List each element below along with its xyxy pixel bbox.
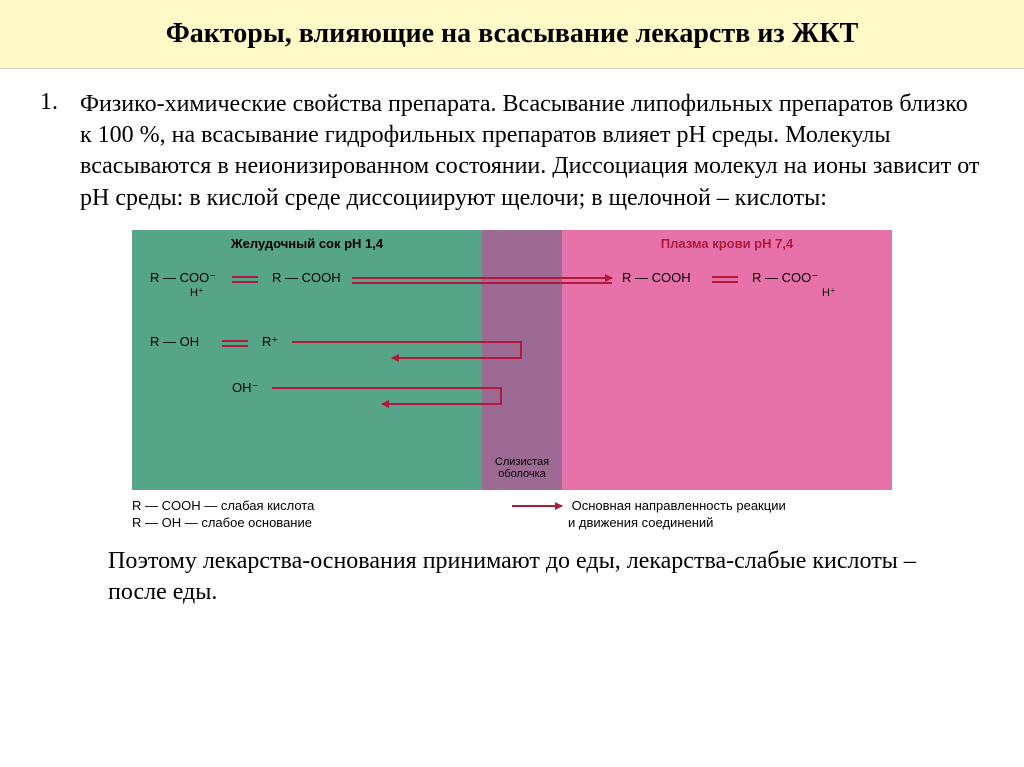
- arrow-icon: [512, 505, 562, 507]
- chem-rcoo-r: R — COO⁻: [752, 270, 818, 286]
- chem-rcooh: R — COOH: [272, 270, 341, 285]
- arrow-roh-back: [392, 357, 522, 359]
- diagram: Желудочный сок рН 1,4 R — COO⁻ R — COOH …: [132, 230, 892, 532]
- page-title: Факторы, влияющие на всасывание лекарств…: [20, 18, 1004, 50]
- eq-icon: [712, 272, 738, 287]
- eq-icon: [222, 336, 248, 351]
- title-bar: Факторы, влияющие на всасывание лекарств…: [0, 0, 1024, 69]
- arrow-across-1b: [352, 282, 612, 284]
- legend-arrow: Основная направленность реакции: [512, 498, 892, 513]
- eq-icon: [232, 272, 258, 287]
- gastric-header: Желудочный сок рН 1,4: [132, 236, 482, 251]
- chem-hplus-r: H⁺: [822, 286, 836, 299]
- main-paragraph: Физико-химические свойства препарата. Вс…: [80, 89, 984, 214]
- mucosa-label: Слизистая оболочка: [482, 456, 562, 480]
- arrow-roh-fwd: [292, 341, 522, 343]
- content: 1. Физико-химические свойства препарата.…: [0, 69, 1024, 608]
- legend-base: R — OH — слабое основание: [132, 515, 512, 530]
- zone-mucosa: Слизистая оболочка: [482, 230, 562, 490]
- chem-rcoo: R — COO⁻: [150, 270, 216, 286]
- arrow-oh-fwd: [272, 387, 502, 389]
- legend-acid: R — COOH — слабая кислота: [132, 498, 512, 513]
- conclusion: Поэтому лекарства-основания принимают до…: [108, 546, 944, 608]
- legend-arrow-2: и движения соединений: [512, 515, 892, 530]
- chem-roh: R — OH: [150, 334, 199, 349]
- arrow-across-1: [352, 277, 612, 279]
- chem-rplus: R⁺: [262, 334, 278, 350]
- arrow-oh-back: [382, 403, 502, 405]
- chem-hplus-l: H⁺: [190, 286, 204, 299]
- zone-gastric: Желудочный сок рН 1,4 R — COO⁻ R — COOH …: [132, 230, 482, 490]
- zone-plasma: Плазма крови рН 7,4 R — COOH R — COO⁻ H⁺: [562, 230, 892, 490]
- legend: R — COOH — слабая кислота R — OH — слабо…: [132, 496, 892, 532]
- list-number: 1.: [40, 89, 58, 116]
- chem-rcooh-r: R — COOH: [622, 270, 691, 285]
- chem-ohminus: OH⁻: [232, 380, 258, 396]
- plasma-header: Плазма крови рН 7,4: [562, 236, 892, 251]
